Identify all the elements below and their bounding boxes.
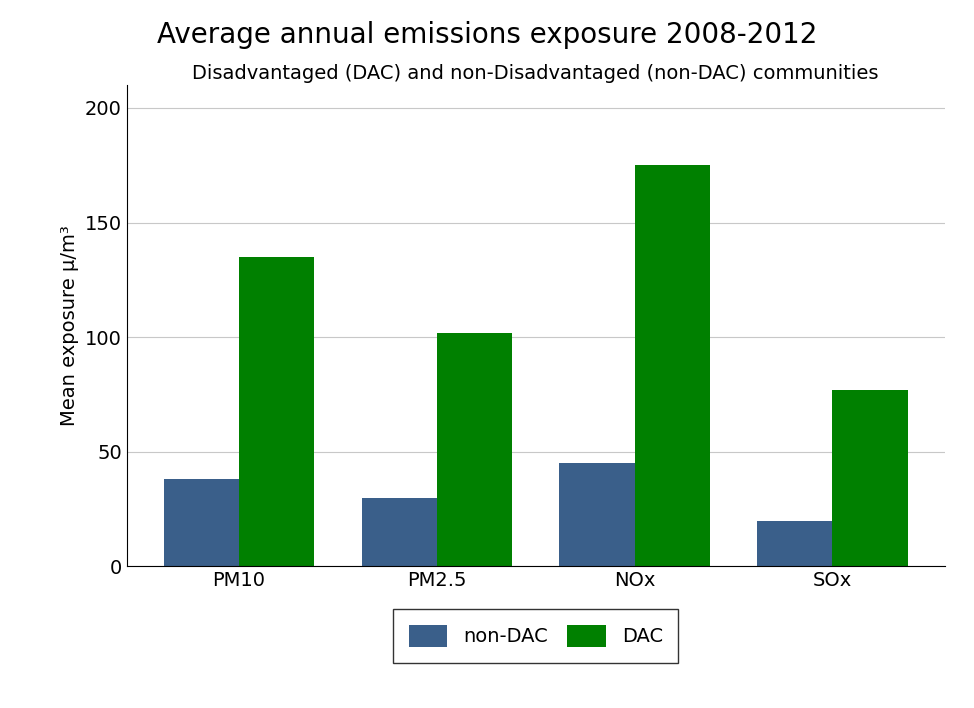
- Bar: [436, 333, 512, 566]
- Legend: non-DAC, DAC: non-DAC, DAC: [393, 609, 678, 663]
- Bar: [361, 498, 436, 566]
- Title: Disadvantaged (DAC) and non-Disadvantaged (non-DAC) communities: Disadvantaged (DAC) and non-Disadvantage…: [193, 64, 879, 84]
- Bar: [757, 520, 833, 566]
- Y-axis label: Mean exposure μ/m³: Mean exposure μ/m³: [60, 225, 79, 426]
- Text: Average annual emissions exposure 2008-2012: Average annual emissions exposure 2008-2…: [157, 21, 817, 50]
- Bar: [635, 165, 710, 566]
- Bar: [239, 257, 315, 566]
- Bar: [559, 463, 635, 566]
- Bar: [833, 390, 908, 566]
- Bar: [164, 479, 239, 566]
